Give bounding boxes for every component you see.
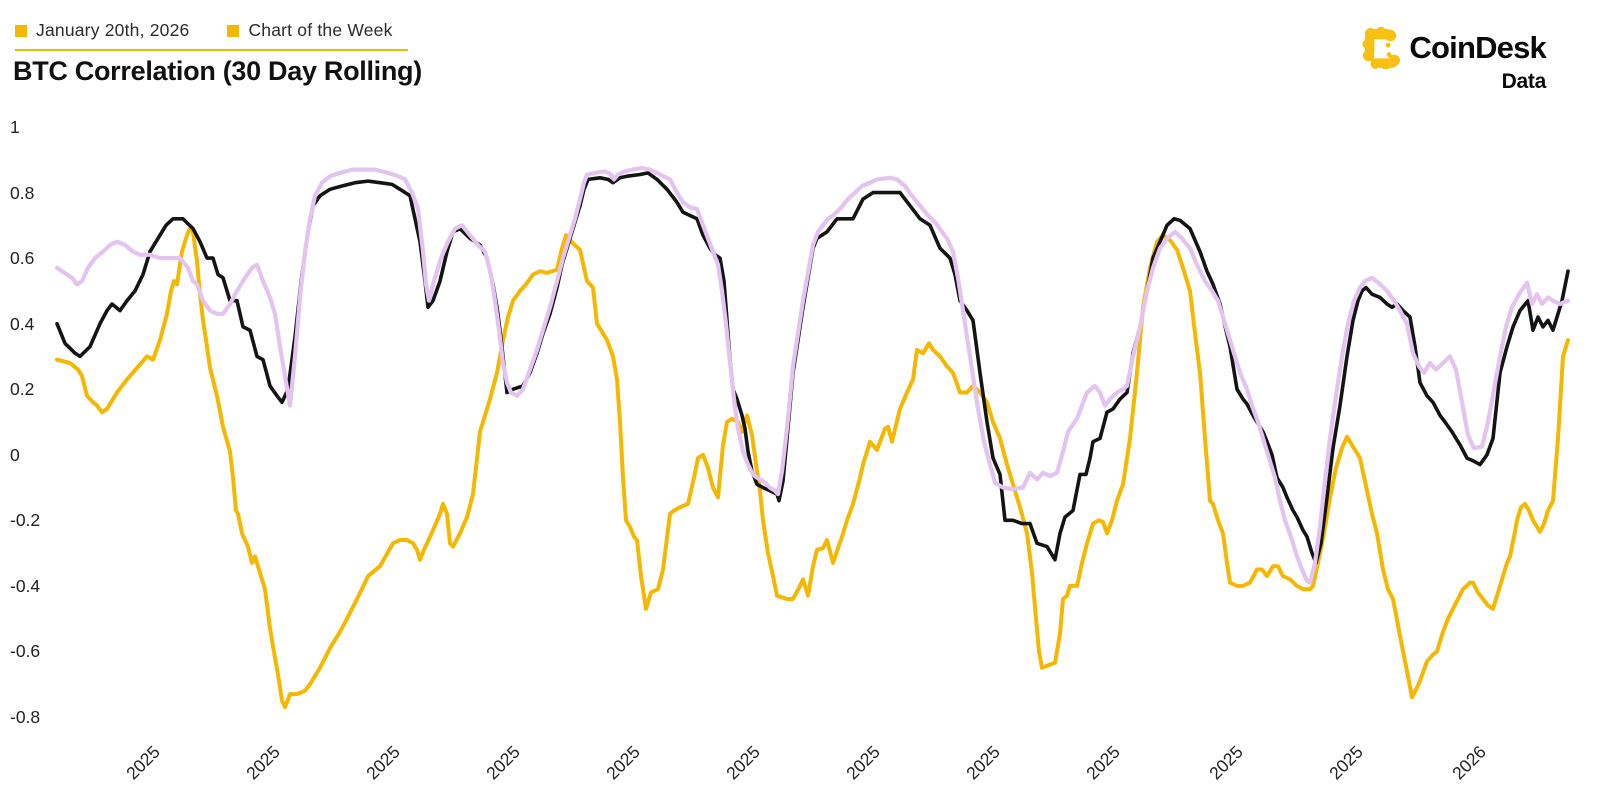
line-series-yellow — [55, 226, 1570, 710]
header-tags: January 20th, 2026 Chart of the Week — [15, 20, 408, 51]
y-tick-label: 0.2 — [10, 379, 35, 400]
tag-date-label: January 20th, 2026 — [36, 20, 190, 40]
coindesk-logo-sub-text: Data — [1501, 70, 1547, 93]
tag-chart-of-the-week: Chart of the Week — [227, 20, 392, 41]
y-tick-label: -0.6 — [10, 641, 41, 662]
tag-chart-of-the-week-label: Chart of the Week — [248, 20, 393, 40]
y-tick-label: 0.8 — [10, 182, 35, 203]
header: January 20th, 2026 Chart of the Week — [15, 20, 408, 51]
line-series-black — [55, 171, 1570, 565]
y-tick-label: 0.6 — [10, 248, 35, 269]
y-tick-label: -0.4 — [10, 575, 41, 596]
y-tick-label: 1 — [10, 117, 20, 137]
coindesk-logo: CoinDesk Data — [1362, 26, 1547, 94]
tag-date: January 20th, 2026 — [15, 20, 189, 41]
yellow-square-icon — [15, 24, 27, 37]
coindesk-logo-icon — [1362, 26, 1401, 70]
yellow-square-icon — [227, 24, 240, 37]
coindesk-logo-text: CoinDesk — [1409, 29, 1546, 65]
y-tick-label: -0.8 — [10, 707, 41, 727]
line-series-lavender — [54, 165, 1571, 585]
page-title: BTC Correlation (30 Day Rolling) — [13, 56, 422, 86]
y-tick-label: 0 — [10, 444, 20, 465]
y-tick-label: 0.4 — [10, 313, 35, 334]
y-tick-label: -0.2 — [10, 510, 41, 531]
